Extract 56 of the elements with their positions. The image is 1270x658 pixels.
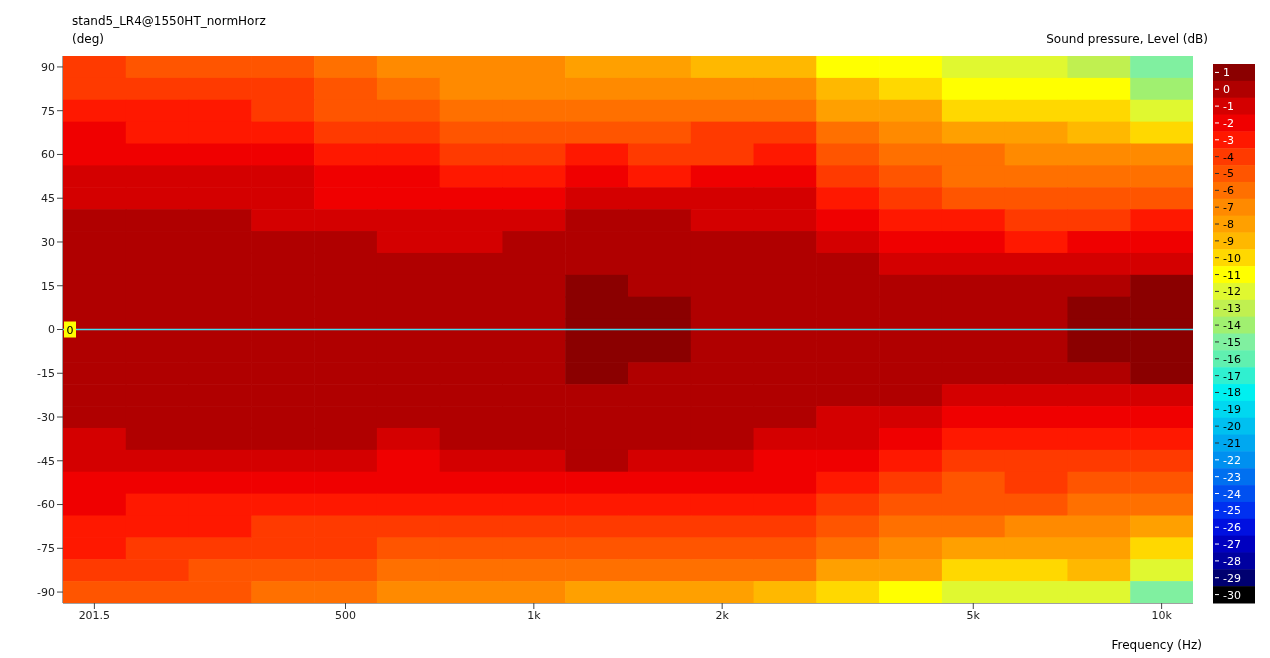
y-tick-label: 0 (48, 323, 55, 337)
color-bar-label: -23 (1223, 470, 1241, 484)
y-tick-label: -75 (37, 542, 55, 556)
x-tick-label: 500 (335, 608, 356, 622)
y-tick-label: 45 (41, 192, 55, 206)
ref-line-label: 0 (66, 323, 74, 337)
y-tick-label: -60 (37, 498, 55, 512)
color-bar-label: -25 (1223, 504, 1241, 518)
color-bar-label: -15 (1223, 335, 1241, 349)
y-tick-label: 60 (41, 148, 55, 162)
color-bar-label: -13 (1223, 302, 1241, 316)
y-tick-label: -15 (37, 367, 55, 381)
x-axis-title: Frequency (Hz) (1111, 638, 1202, 652)
color-bar-label: -24 (1223, 487, 1241, 501)
color-bar-label: -11 (1223, 268, 1241, 282)
color-bar-label: 0 (1223, 83, 1230, 97)
color-bar-label: -17 (1223, 369, 1241, 383)
color-bar-label: -16 (1223, 352, 1241, 366)
color-bar-label: -12 (1223, 285, 1241, 299)
y-tick-label: 75 (41, 104, 55, 118)
x-tick-label: 1k (527, 608, 542, 622)
color-bar-label: -14 (1223, 319, 1241, 333)
color-bar-label: -6 (1223, 184, 1234, 198)
color-bar-label: -20 (1223, 420, 1241, 434)
color-bar-label: -10 (1223, 251, 1241, 265)
color-bar-label: -1 (1223, 100, 1234, 114)
color-bar-label: -27 (1223, 538, 1241, 552)
color-bar-title: Sound pressure, Level (dB) (1046, 32, 1208, 46)
color-bar-label: -30 (1223, 588, 1241, 602)
color-bar-label: 1 (1223, 66, 1230, 80)
y-axis-title: (deg) (72, 32, 104, 46)
color-bar-label: -29 (1223, 571, 1241, 585)
x-tick-label: 201.5 (78, 608, 111, 622)
x-tick-label: 5k (966, 608, 981, 622)
color-bar-label: -19 (1223, 403, 1241, 417)
y-tick-label: -90 (37, 585, 55, 599)
color-bar-label: -18 (1223, 386, 1241, 400)
color-bar-label: -22 (1223, 453, 1241, 467)
color-bar-label: -7 (1223, 201, 1234, 215)
x-tick-label: 10k (1151, 608, 1173, 622)
color-bar-label: -9 (1223, 234, 1234, 248)
color-bar-label: -8 (1223, 218, 1234, 232)
color-bar-label: -26 (1223, 521, 1241, 535)
color-bar-label: -3 (1223, 133, 1234, 147)
chart-title: stand5_LR4@1550HT_normHorz (72, 14, 266, 28)
y-tick-label: 30 (41, 235, 55, 249)
y-tick-label: 15 (41, 279, 55, 293)
y-tick-label: -45 (37, 454, 55, 468)
color-bar-label: -5 (1223, 167, 1234, 181)
color-bar-label: -4 (1223, 150, 1234, 164)
y-tick-label: 90 (41, 60, 55, 74)
color-bar-label: -21 (1223, 436, 1241, 450)
color-bar-label: -2 (1223, 116, 1234, 130)
y-tick-label: -30 (37, 410, 55, 424)
color-bar-label: -28 (1223, 554, 1241, 568)
x-tick-label: 2k (715, 608, 730, 622)
